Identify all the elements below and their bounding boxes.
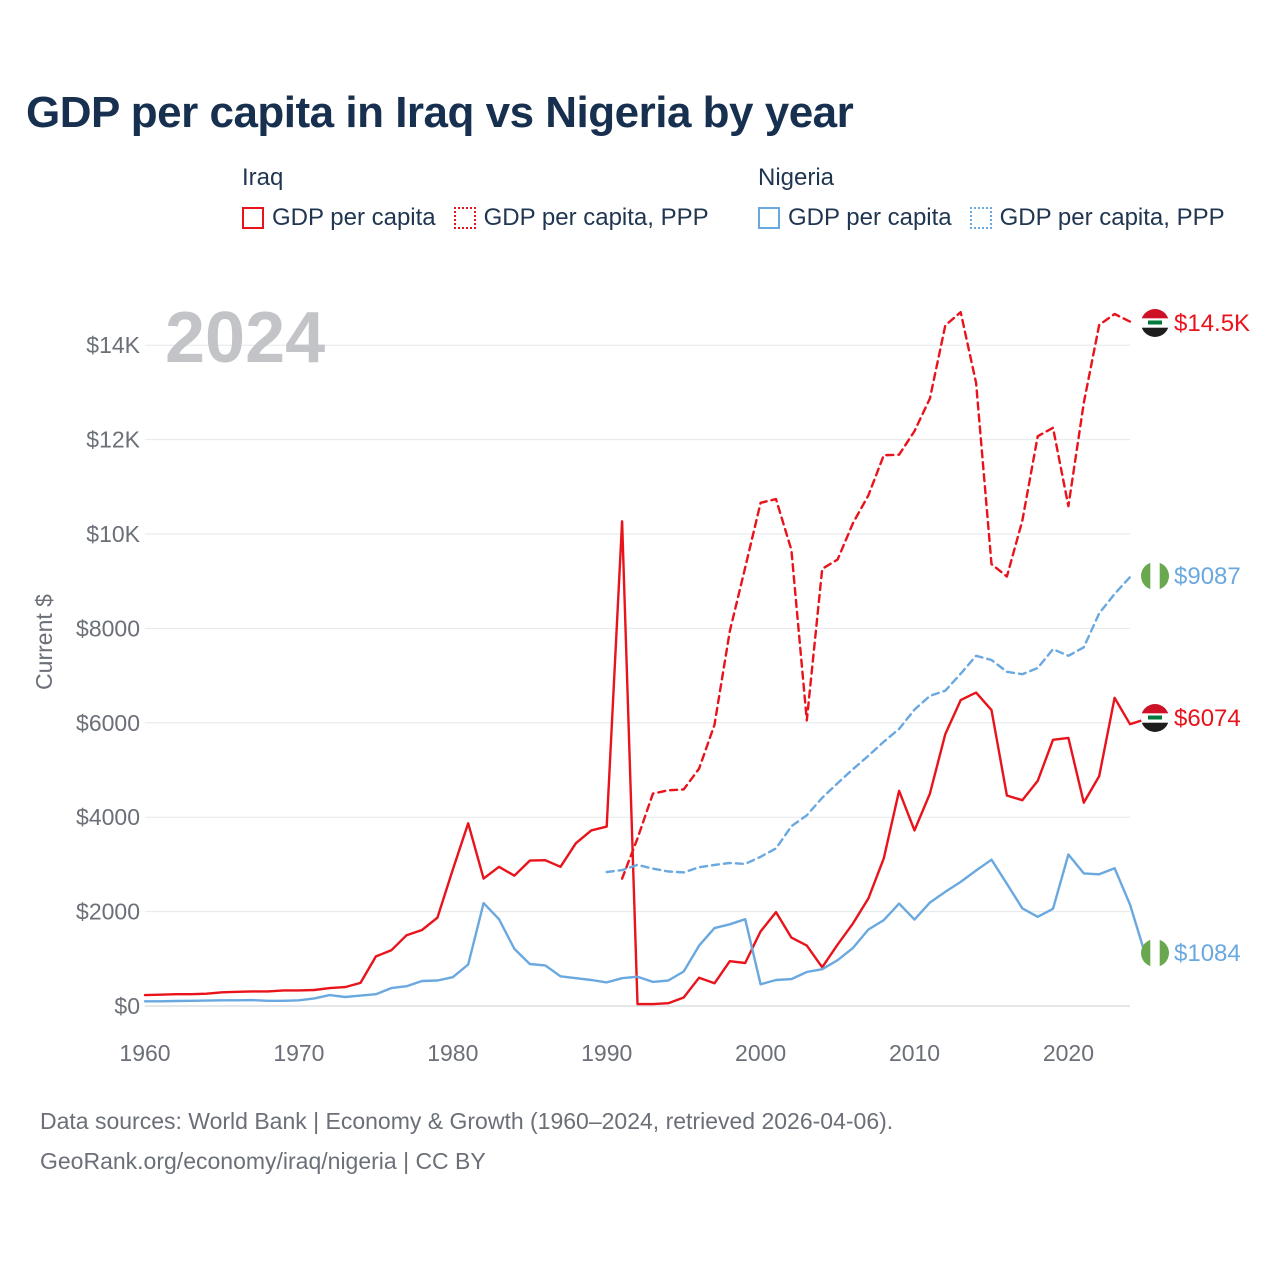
- source-note: Data sources: World Bank | Economy & Gro…: [40, 1108, 894, 1134]
- x-tick-label: 1970: [273, 1040, 324, 1066]
- legend-group-iraq: Iraq GDP per capita GDP per capita, PPP: [242, 164, 727, 232]
- x-tick-label: 1960: [119, 1040, 170, 1066]
- y-tick-label: $4000: [76, 804, 140, 830]
- iraq-flag-icon: [1141, 309, 1169, 337]
- legend-country-iraq: Iraq: [242, 164, 284, 191]
- x-tick-label: 2010: [889, 1040, 940, 1066]
- y-tick-label: $10K: [86, 521, 140, 547]
- x-tick-label: 2000: [735, 1040, 786, 1066]
- legend-swatch-solid-red: [242, 207, 264, 229]
- legend-label: GDP per capita: [788, 204, 952, 231]
- series-line-nigeria-gdp-per-capita-ppp[interactable]: [605, 575, 1132, 874]
- nigeria-flag-icon: [1141, 939, 1169, 967]
- legend-item-nigeria-ppp[interactable]: GDP per capita, PPP: [969, 204, 1225, 232]
- y-tick-label: $8000: [76, 615, 140, 641]
- y-tick-label: $12K: [86, 427, 140, 453]
- x-tick-label: 1980: [427, 1040, 478, 1066]
- nigeria-flag-icon: [1141, 562, 1169, 590]
- chart-title: GDP per capita in Iraq vs Nigeria by yea…: [26, 88, 854, 137]
- legend-label: GDP per capita, PPP: [483, 204, 709, 231]
- end-label-iraq-ppp: $14.5K: [1174, 310, 1250, 337]
- legend-group-nigeria: Nigeria GDP per capita GDP per capita, P…: [758, 164, 1243, 232]
- legend-item-iraq-gdp[interactable]: GDP per capita: [242, 204, 436, 232]
- legend-item-iraq-ppp[interactable]: GDP per capita, PPP: [453, 204, 709, 232]
- y-tick-label: $0: [114, 993, 140, 1019]
- legend-swatch-dotted-red: [453, 207, 476, 229]
- source-link[interactable]: GeoRank.org/economy/iraq/nigeria | CC BY: [40, 1148, 486, 1174]
- legend-label: GDP per capita, PPP: [999, 204, 1225, 231]
- y-tick-label: $6000: [76, 710, 140, 736]
- x-tick-label: 2020: [1043, 1040, 1094, 1066]
- series-line-iraq-gdp-per-capita[interactable]: [143, 520, 1147, 1006]
- legend-swatch-solid-blue: [758, 207, 780, 229]
- series-line-iraq-gdp-per-capita-ppp[interactable]: [620, 311, 1132, 880]
- iraq-flag-icon: [1141, 704, 1169, 732]
- y-tick-label: $14K: [86, 332, 140, 358]
- year-badge: 2024: [165, 298, 325, 378]
- end-label-iraq-gdp: $6074: [1174, 705, 1241, 732]
- series-line-nigeria-gdp-per-capita[interactable]: [143, 853, 1147, 1003]
- legend-swatch-dotted-blue: [969, 207, 992, 229]
- end-label-nigeria-gdp: $1084: [1174, 940, 1241, 967]
- x-tick-label: 1990: [581, 1040, 632, 1066]
- legend-item-nigeria-gdp[interactable]: GDP per capita: [758, 204, 952, 232]
- end-label-nigeria-ppp: $9087: [1174, 563, 1241, 590]
- legend-country-nigeria: Nigeria: [758, 164, 835, 191]
- y-tick-label: $2000: [76, 899, 140, 925]
- y-axis-label: Current $: [31, 594, 57, 690]
- legend-label: GDP per capita: [272, 204, 436, 231]
